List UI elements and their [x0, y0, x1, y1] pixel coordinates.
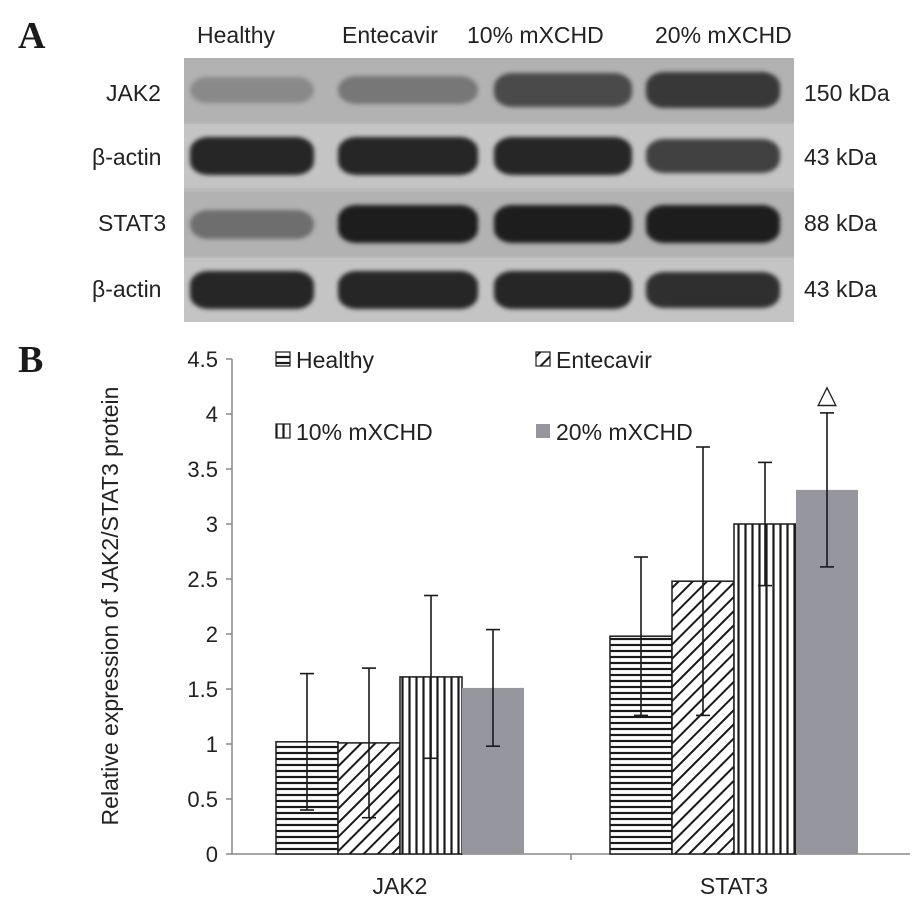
legend-label: Entecavir — [556, 347, 652, 373]
y-tick-label: 3.5 — [187, 457, 218, 482]
blot-band — [338, 271, 478, 309]
blot-band — [494, 271, 632, 309]
row-label-beta-actin-1: β-actin — [92, 144, 162, 170]
blot-band — [190, 209, 314, 239]
blot-band — [494, 204, 632, 244]
y-tick-label: 1 — [206, 732, 218, 757]
blot-band — [338, 76, 478, 104]
blot-row — [184, 192, 794, 256]
y-tick-label: 1.5 — [187, 677, 218, 702]
blot-band — [646, 72, 780, 108]
blot-band — [646, 138, 780, 174]
panel-a-label: A — [18, 15, 46, 57]
lane-label-20pct: 20% mXCHD — [655, 22, 792, 48]
legend-label: Healthy — [296, 347, 374, 373]
y-tick-label: 2.5 — [187, 567, 218, 592]
western-blot-image — [184, 58, 794, 322]
kda-label-stat3: 88 kDa — [804, 210, 877, 236]
blot-band — [494, 73, 632, 107]
lane-label-10pct: 10% mXCHD — [467, 22, 604, 48]
blot-row — [184, 124, 794, 188]
legend-swatch — [535, 351, 551, 367]
blot-row — [184, 58, 794, 122]
blot-band — [494, 137, 632, 175]
legend-swatch — [536, 424, 550, 438]
y-tick-label: 4 — [206, 402, 218, 427]
y-axis-label: Relative expression of JAK2/STAT3 protei… — [97, 387, 123, 826]
legend-label: 20% mXCHD — [556, 419, 693, 445]
blot-row — [184, 258, 794, 322]
y-tick-label: 0.5 — [187, 787, 218, 812]
x-tick-label: STAT3 — [700, 873, 768, 899]
legend-swatch — [275, 423, 291, 439]
y-tick-label: 0 — [206, 842, 218, 867]
blot-band — [338, 137, 478, 175]
lane-label-healthy: Healthy — [197, 22, 275, 48]
significance-marker: △ — [817, 379, 837, 409]
y-tick-label: 2 — [206, 622, 218, 647]
blot-band — [646, 204, 780, 244]
kda-label-beta-actin-2: 43 kDa — [804, 276, 877, 302]
kda-label-beta-actin-1: 43 kDa — [804, 144, 877, 170]
blot-band — [190, 271, 314, 309]
blot-band — [646, 271, 780, 309]
panel-b-label: B — [18, 339, 44, 381]
blot-band — [190, 137, 314, 175]
blot-band — [190, 77, 314, 103]
row-label-jak2: JAK2 — [106, 80, 161, 106]
row-label-stat3: STAT3 — [98, 210, 167, 236]
y-tick-label: 4.5 — [187, 347, 218, 372]
legend-label: 10% mXCHD — [296, 419, 433, 445]
blot-band — [338, 204, 478, 244]
lane-label-entecavir: Entecavir — [342, 22, 438, 48]
y-tick-label: 3 — [206, 512, 218, 537]
kda-label-jak2: 150 kDa — [804, 80, 890, 106]
x-tick-label: JAK2 — [373, 873, 428, 899]
legend-swatch — [275, 351, 291, 367]
row-label-beta-actin-2: β-actin — [92, 276, 162, 302]
